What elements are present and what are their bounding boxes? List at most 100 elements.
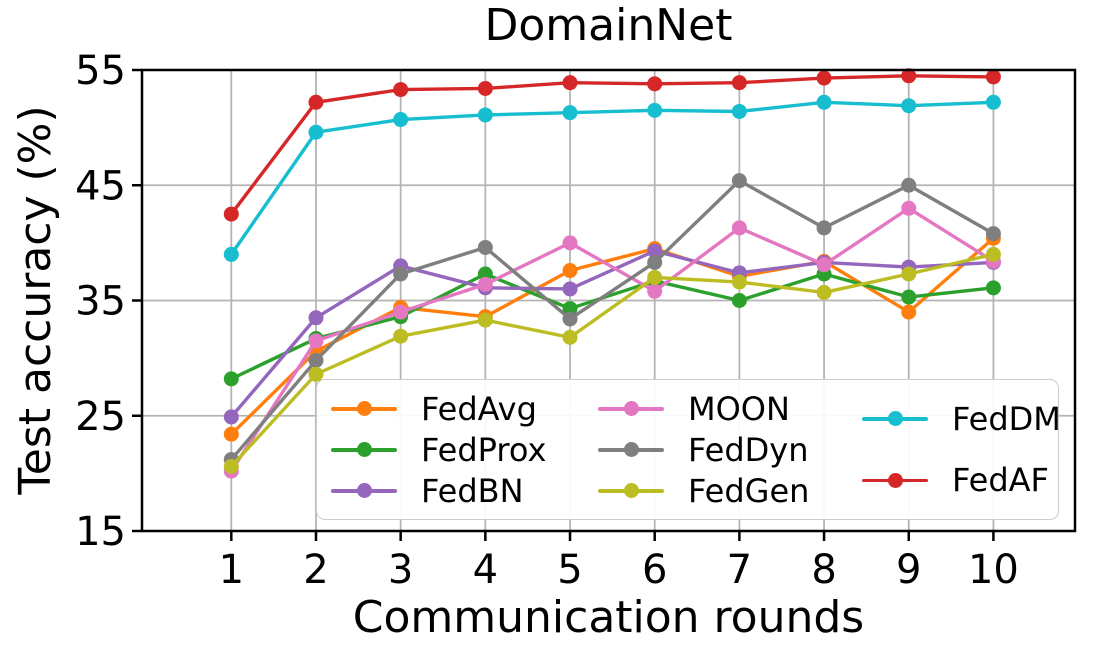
series-line-moon <box>229 206 995 472</box>
x-tick-label: 9 <box>896 547 921 593</box>
data-point-feddyn-round-2 <box>308 352 324 368</box>
series-line-feddm <box>229 100 994 256</box>
data-point-feddyn-round-8 <box>816 220 832 236</box>
data-point-fedaf-round-2 <box>308 94 324 110</box>
data-point-fedavg-round-9 <box>901 304 917 320</box>
legend-marker-fedprox-icon <box>331 442 397 457</box>
legend-label-fedprox: FedProx <box>421 430 547 469</box>
data-point-feddm-round-2 <box>308 124 324 140</box>
series-fedprox <box>223 266 1001 387</box>
data-point-moon-round-5 <box>562 235 578 251</box>
legend-marker-feddyn-icon <box>598 442 664 457</box>
data-point-fedavg-round-5 <box>562 263 578 279</box>
data-point-feddyn-round-9 <box>901 177 917 193</box>
data-point-moon-round-8 <box>816 257 832 273</box>
legend-marker-feddm-icon <box>862 411 928 427</box>
legend-column: FedAvg FedProx FedBN <box>331 380 546 519</box>
data-point-moon-round-3 <box>393 304 409 320</box>
data-point-feddm-round-6 <box>647 102 663 118</box>
data-point-moon-round-6 <box>647 283 663 299</box>
data-point-fedaf-round-9 <box>901 68 917 84</box>
data-point-fedaf-round-8 <box>816 70 832 86</box>
data-point-feddm-round-3 <box>393 112 409 128</box>
series-moon <box>223 200 1001 479</box>
data-point-fedprox-round-9 <box>901 289 917 305</box>
data-point-fedbn-round-1 <box>223 409 239 425</box>
data-point-feddm-round-4 <box>477 107 493 123</box>
legend-label-fedavg: FedAvg <box>421 389 537 428</box>
legend-item-feddm: FedDM <box>862 398 1061 440</box>
legend-column: MOON FedDyn FedGen <box>598 380 809 519</box>
x-axis-label: Communication rounds <box>352 592 865 643</box>
data-point-fedbn-round-6 <box>647 243 663 259</box>
y-tick-label: 25 <box>75 394 126 440</box>
data-point-fedprox-round-4 <box>477 266 493 282</box>
data-point-fedgen-round-8 <box>816 284 832 300</box>
data-point-feddyn-round-10 <box>985 226 1001 242</box>
legend-label-fedaf: FedAF <box>952 461 1049 500</box>
data-point-fedavg-round-1 <box>223 426 239 442</box>
legend-label-fedbn: FedBN <box>421 471 524 510</box>
x-tick-label: 5 <box>557 547 582 593</box>
legend-label-fedgen: FedGen <box>688 471 810 510</box>
legend-column: FedDM FedAF <box>862 380 1061 519</box>
chart-title: DomainNet <box>484 0 733 51</box>
legend-marker-fedaf-icon <box>862 472 928 488</box>
data-point-fedgen-round-5 <box>562 329 578 345</box>
legend-label-moon: MOON <box>688 389 790 428</box>
legend-item-feddyn: FedDyn <box>598 429 809 470</box>
legend-item-moon: MOON <box>598 388 809 429</box>
data-point-fedprox-round-5 <box>562 301 578 317</box>
data-point-fedprox-round-1 <box>223 371 239 387</box>
legend-item-fedaf: FedAF <box>862 459 1061 501</box>
data-point-fedgen-round-10 <box>985 246 1001 262</box>
data-point-fedaf-round-6 <box>647 76 663 92</box>
data-point-feddm-round-9 <box>901 98 917 114</box>
data-point-fedgen-round-9 <box>901 266 917 282</box>
data-point-fedaf-round-7 <box>731 75 747 91</box>
x-tick-label: 1 <box>219 547 244 593</box>
data-point-feddm-round-10 <box>985 94 1001 110</box>
legend-item-fedprox: FedProx <box>331 429 546 470</box>
data-point-feddm-round-7 <box>731 103 747 119</box>
data-point-fedaf-round-3 <box>393 82 409 98</box>
data-point-feddyn-round-4 <box>477 239 493 255</box>
legend-marker-fedavg-icon <box>331 401 397 416</box>
data-point-fedbn-round-5 <box>562 281 578 297</box>
data-point-fedgen-round-2 <box>308 366 324 382</box>
legend-item-fedbn: FedBN <box>331 470 546 511</box>
series-line-fedgen <box>230 252 994 468</box>
legend-marker-moon-icon <box>598 401 664 416</box>
data-point-fedprox-round-7 <box>731 293 747 308</box>
data-point-fedgen-round-4 <box>477 312 493 328</box>
data-point-feddm-round-1 <box>223 246 239 262</box>
y-tick-label: 55 <box>75 48 126 94</box>
data-point-feddyn-round-7 <box>731 173 747 189</box>
x-tick-label: 10 <box>968 547 1019 593</box>
data-point-fedaf-round-10 <box>985 69 1001 85</box>
legend-label-feddm: FedDM <box>952 399 1061 438</box>
legend: FedAvg FedProx FedBN MOON FedDyn FedGen FedDM F… <box>316 379 1061 520</box>
data-point-fedgen-round-3 <box>393 328 409 344</box>
data-point-moon-round-4 <box>477 276 493 292</box>
data-point-moon-round-7 <box>731 220 747 236</box>
legend-marker-fedgen-icon <box>598 483 664 498</box>
series-fedaf <box>223 68 1001 222</box>
data-point-fedaf-round-1 <box>223 206 239 222</box>
data-point-fedprox-round-10 <box>985 280 1001 296</box>
data-point-feddyn-round-5 <box>562 311 578 327</box>
x-tick-label: 8 <box>811 547 836 593</box>
series-line-feddyn <box>230 178 995 461</box>
legend-item-fedgen: FedGen <box>598 470 809 511</box>
series-line-fedaf <box>229 74 994 216</box>
legend-marker-fedbn-icon <box>331 483 397 498</box>
legend-label-feddyn: FedDyn <box>688 430 809 469</box>
x-tick-label: 6 <box>642 547 667 593</box>
data-point-moon-round-2 <box>308 333 324 349</box>
data-point-feddyn-round-3 <box>393 266 409 282</box>
data-point-fedaf-round-5 <box>562 75 578 91</box>
data-point-fedgen-round-7 <box>731 274 747 290</box>
